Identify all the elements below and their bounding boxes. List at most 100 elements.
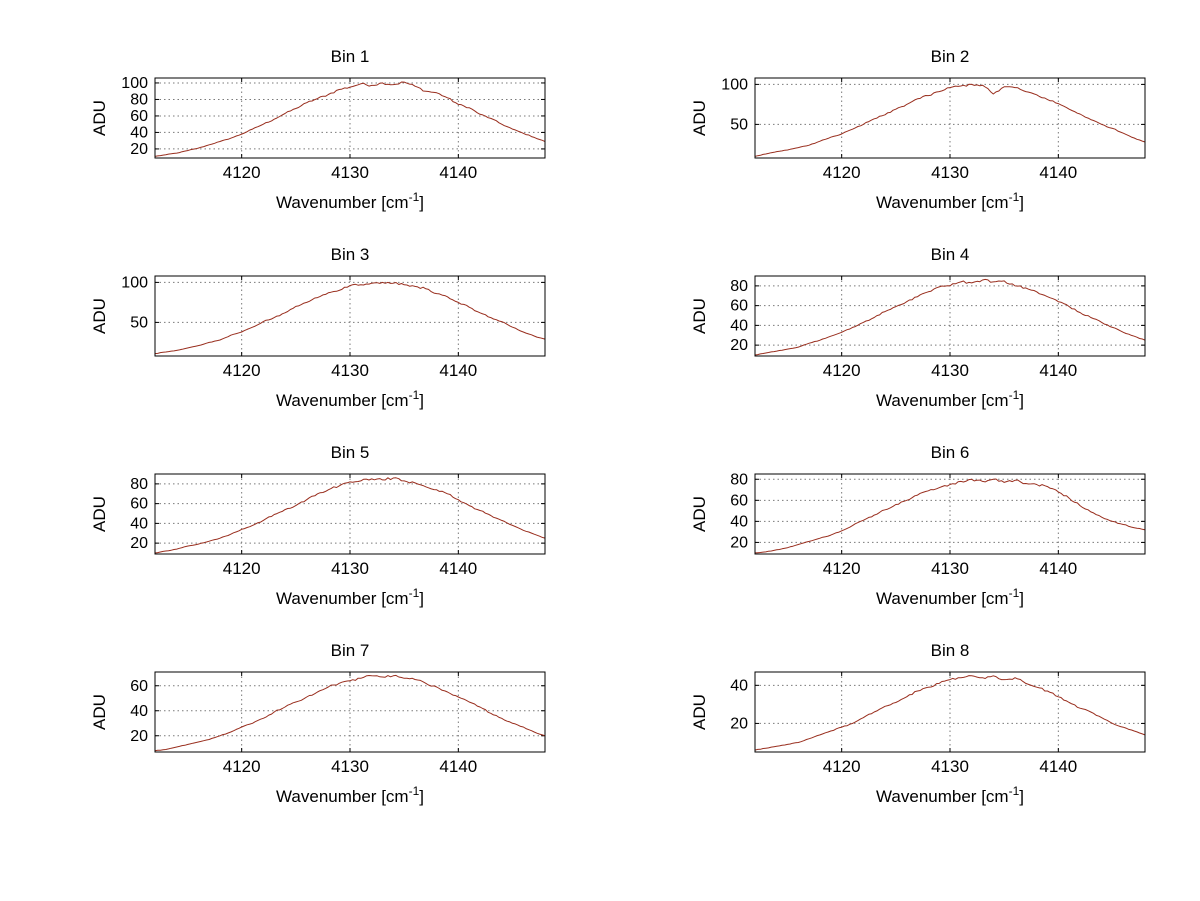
plot-area-border [754, 473, 1146, 555]
x-tick-label: 4140 [439, 757, 477, 776]
y-tick-label: 20 [130, 728, 148, 745]
y-axis-label: ADU [90, 100, 109, 136]
x-tick-label: 4120 [223, 757, 261, 776]
plot-area-border [154, 275, 546, 357]
plot-area-border [154, 473, 546, 555]
y-tick-label: 100 [121, 75, 148, 92]
x-tick-label: 4130 [931, 163, 969, 182]
y-tick-label: 100 [721, 76, 748, 93]
chart-svg: Bin 5 ADU 4120 4130 4140 20 40 60 80 Wavenumber [… [90, 443, 546, 608]
y-tick-label: 20 [730, 337, 748, 354]
x-tick-label: 4140 [439, 163, 477, 182]
y-axis-label: ADU [690, 694, 709, 730]
y-axis-label: ADU [90, 496, 109, 532]
x-tick-label: 4120 [823, 559, 861, 578]
x-tick-label: 4130 [931, 361, 969, 380]
y-tick-label: 50 [730, 116, 748, 133]
chart-title: Bin 2 [931, 47, 970, 66]
x-tick-label: 4120 [223, 361, 261, 380]
chart-title: Bin 4 [931, 245, 970, 264]
y-tick-label: 40 [730, 677, 748, 694]
x-axis-label: Wavenumber [cm-1] [876, 784, 1024, 806]
chart-cell: Bin 6 ADU 4120 4130 4140 20 40 60 80 Wavenumber [… [600, 432, 1200, 630]
y-tick-label: 40 [130, 124, 148, 141]
x-tick-label: 4130 [331, 163, 369, 182]
x-tick-label: 4120 [223, 559, 261, 578]
x-axis-label: Wavenumber [cm-1] [876, 190, 1024, 212]
x-tick-label: 4120 [223, 163, 261, 182]
chart-svg: Bin 2 ADU 4120 4130 4140 50 100 Wavenumber [cm-… [690, 47, 1146, 212]
chart-cell: Bin 5 ADU 4120 4130 4140 20 40 60 80 Wavenumber [… [0, 432, 600, 630]
x-tick-label: 4120 [823, 361, 861, 380]
chart-svg: Bin 7 ADU 4120 4130 4140 20 40 60 Wavenumber [cm… [90, 641, 546, 806]
chart-title: Bin 3 [331, 245, 370, 264]
spectrum-line [155, 674, 545, 752]
y-tick-label: 20 [130, 535, 148, 552]
y-tick-label: 40 [130, 515, 148, 532]
plot-area-border [754, 671, 1146, 753]
chart-cell: Bin 7 ADU 4120 4130 4140 20 40 60 Wavenumber [cm… [0, 630, 600, 828]
spectrum-line [755, 83, 1145, 157]
y-tick-label: 60 [730, 298, 748, 315]
y-axis-label: ADU [90, 694, 109, 730]
chart-cell: Bin 1 ADU 4120 4130 4140 20 40 60 80 100 Wavenumbe… [0, 36, 600, 234]
y-tick-label: 20 [730, 715, 748, 732]
chart-svg: Bin 3 ADU 4120 4130 4140 50 100 Wavenumber [cm-… [90, 245, 546, 410]
y-tick-label: 20 [730, 534, 748, 551]
y-tick-label: 100 [121, 274, 148, 291]
y-tick-label: 20 [130, 141, 148, 158]
x-tick-label: 4140 [1039, 559, 1077, 578]
x-tick-label: 4140 [439, 559, 477, 578]
chart-title: Bin 7 [331, 641, 370, 660]
spectrum-line [755, 675, 1145, 751]
y-tick-label: 40 [730, 317, 748, 334]
chart-title: Bin 5 [331, 443, 370, 462]
chart-title: Bin 6 [931, 443, 970, 462]
y-tick-label: 40 [730, 513, 748, 530]
x-tick-label: 4140 [1039, 163, 1077, 182]
plot-area-border [154, 671, 546, 753]
chart-title: Bin 1 [331, 47, 370, 66]
chart-cell: Bin 4 ADU 4120 4130 4140 20 40 60 80 Wavenumber [… [600, 234, 1200, 432]
x-tick-label: 4120 [823, 163, 861, 182]
y-tick-label: 80 [730, 278, 748, 295]
chart-svg: Bin 6 ADU 4120 4130 4140 20 40 60 80 Wavenumber [… [690, 443, 1146, 608]
spectrum-line [155, 81, 545, 157]
chart-svg: Bin 8 ADU 4120 4130 4140 20 40 Wavenumber [cm-1… [690, 641, 1146, 806]
y-tick-label: 40 [130, 703, 148, 720]
x-axis-label: Wavenumber [cm-1] [876, 388, 1024, 410]
y-tick-label: 60 [130, 108, 148, 125]
y-tick-label: 80 [130, 91, 148, 108]
y-axis-label: ADU [690, 298, 709, 334]
chart-title: Bin 8 [931, 641, 970, 660]
x-tick-label: 4140 [1039, 361, 1077, 380]
spectrum-line [755, 278, 1145, 356]
x-axis-label: Wavenumber [cm-1] [276, 586, 424, 608]
y-axis-label: ADU [90, 298, 109, 334]
y-axis-label: ADU [690, 100, 709, 136]
spectrum-line [155, 281, 545, 355]
x-tick-label: 4140 [439, 361, 477, 380]
y-axis-label: ADU [690, 496, 709, 532]
x-tick-label: 4130 [331, 757, 369, 776]
chart-cell: Bin 8 ADU 4120 4130 4140 20 40 Wavenumber [cm-1… [600, 630, 1200, 828]
x-tick-label: 4140 [1039, 757, 1077, 776]
plot-area-border [154, 77, 546, 159]
y-tick-label: 60 [130, 678, 148, 695]
x-axis-label: Wavenumber [cm-1] [276, 190, 424, 212]
x-tick-label: 4130 [331, 559, 369, 578]
spectrum-line [755, 478, 1145, 554]
y-tick-label: 80 [730, 471, 748, 488]
x-tick-label: 4130 [331, 361, 369, 380]
x-tick-label: 4120 [823, 757, 861, 776]
chart-svg: Bin 4 ADU 4120 4130 4140 20 40 60 80 Wavenumber [… [690, 245, 1146, 410]
x-tick-label: 4130 [931, 757, 969, 776]
plot-area-border [754, 77, 1146, 159]
y-tick-label: 80 [130, 476, 148, 493]
x-axis-label: Wavenumber [cm-1] [876, 586, 1024, 608]
chart-cell: Bin 2 ADU 4120 4130 4140 50 100 Wavenumber [cm-… [600, 36, 1200, 234]
y-tick-label: 60 [730, 492, 748, 509]
x-axis-label: Wavenumber [cm-1] [276, 784, 424, 806]
